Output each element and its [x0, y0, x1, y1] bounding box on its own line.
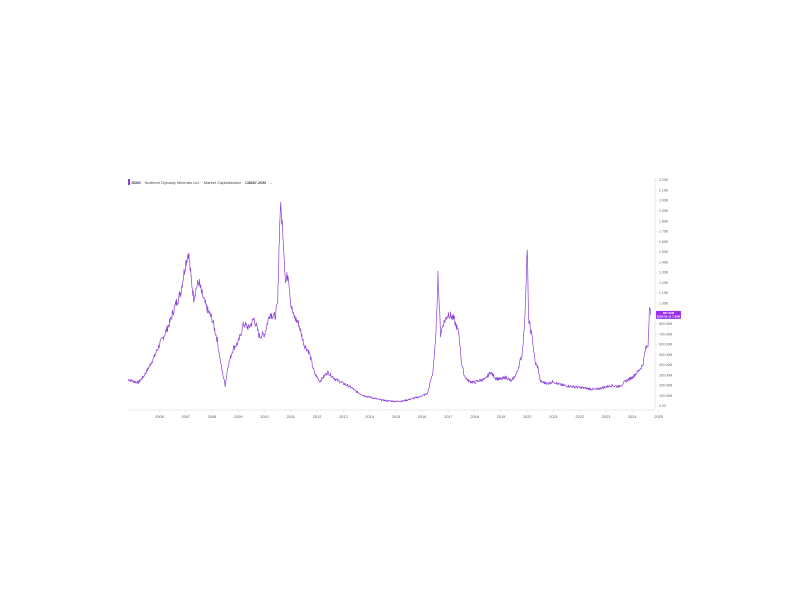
y-tick-label: 100.00M: [659, 394, 672, 398]
x-tick-label: 2007: [182, 415, 190, 419]
y-tick-label: 1.30B: [659, 271, 669, 275]
y-tick-label: 1.40B: [659, 260, 669, 264]
ticker-symbol: NDM: [131, 179, 141, 185]
x-tick-label: 2018: [470, 415, 478, 419]
y-tick-label: 2.20B: [659, 178, 669, 182]
x-tick-label: 2020: [523, 415, 531, 419]
x-tick-label: 2014: [365, 415, 373, 419]
metric-name: Market Capitalization: [203, 179, 242, 185]
x-tick-label: 2010: [260, 415, 268, 419]
y-tick-label: 1.10B: [659, 291, 669, 295]
x-tick-label: 2019: [497, 415, 505, 419]
x-tick-label: 2017: [444, 415, 452, 419]
y-tick-label: 0.00: [659, 404, 666, 408]
chart-header: NDM Northern Dynasty Minerals Ltd. Marke…: [128, 178, 273, 186]
y-tick-label: 2.10B: [659, 188, 669, 192]
y-tick-label: 1.60B: [659, 240, 669, 244]
y-tick-label: 2.00B: [659, 199, 669, 203]
x-tick-label: 2021: [549, 415, 557, 419]
metric-value: C$887.20M: [245, 179, 266, 185]
y-tick-label: 1.00B: [659, 301, 669, 305]
series-line-market-cap: [127, 202, 652, 403]
last-value-badge-bg: [656, 310, 681, 319]
last-value-label: 887.20M: [663, 311, 675, 315]
company-name: Northern Dynasty Minerals Ltd.: [144, 179, 200, 185]
x-tick-label: 2023: [602, 415, 610, 419]
y-tick-label: 400.00M: [659, 363, 672, 367]
y-tick-label: 600.00M: [659, 343, 672, 347]
y-tick-label: 1.90B: [659, 209, 669, 213]
x-tick-label: 2006: [155, 415, 163, 419]
series-color-swatch: [128, 179, 130, 185]
y-tick-label: 200.00M: [659, 384, 672, 388]
x-tick-label: 2009: [234, 415, 242, 419]
y-tick-label: 1.80B: [659, 219, 669, 223]
y-tick-label: 1.50B: [659, 250, 669, 254]
x-tick-label: 2025: [654, 415, 662, 419]
y-axis: 0.00 100.00M 200.00M 300.00M 400.00M 500.00M 6…: [654, 178, 672, 410]
y-tick-label: 700.00M: [659, 332, 672, 336]
x-tick-label: 2011: [287, 415, 295, 419]
y-tick-label: 1.70B: [659, 230, 669, 234]
x-tick-label: 2022: [576, 415, 584, 419]
x-axis: 2006 2007 2008 2009 2010 2011 2012 2013 2014 2015…: [128, 409, 663, 419]
y-tick-label: 800.00M: [659, 322, 672, 326]
x-tick-label: 2016: [418, 415, 426, 419]
y-tick-label: 300.00M: [659, 373, 672, 377]
y-tick-label: 1.20B: [659, 281, 669, 285]
x-tick-label: 2015: [392, 415, 400, 419]
x-tick-label: 2024: [628, 415, 636, 419]
x-tick-label: 2012: [313, 415, 321, 419]
last-value-date-label: 2025-03-11 7.86M: [657, 315, 681, 319]
chevron-down-icon[interactable]: ⌄: [269, 179, 274, 185]
x-tick-label: 2008: [208, 415, 216, 419]
y-tick-label: 500.00M: [659, 353, 672, 357]
x-tick-label: 2013: [339, 415, 347, 419]
